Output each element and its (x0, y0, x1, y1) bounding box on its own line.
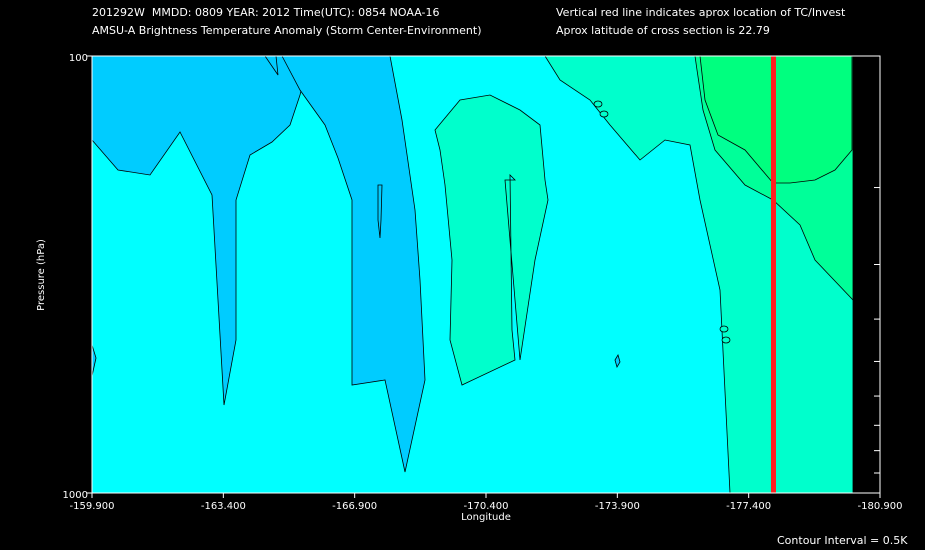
contour-band-plus05-middle (434, 94, 549, 386)
no-data-band (853, 56, 880, 493)
x-axis: -159.900 -163.400 -166.900 -170.400 -173.900… (70, 493, 903, 512)
y-tick-label-0: 100 (69, 53, 88, 64)
x-tick-label-5: -177.400 (726, 501, 771, 512)
x-tick-label-2: -166.900 (332, 501, 377, 512)
contour-interval-label: Contour Interval = 0.5K (777, 534, 908, 547)
contour-blob-a (593, 100, 603, 108)
contour-band-minus1-left (91, 55, 311, 406)
x-tick-label-4: -173.900 (595, 501, 640, 512)
header-line2-right: Aprox latitude of cross section is 22.79 (556, 24, 770, 37)
x-tick-label-0: -159.900 (70, 501, 115, 512)
contour-spike-f (614, 354, 621, 368)
storm-center-line (771, 56, 776, 493)
contour-fill (91, 55, 880, 494)
y-tick-label-1: 1000 (63, 490, 88, 501)
x-tick-label-6: -180.900 (858, 501, 903, 512)
contour-blob-c (719, 325, 729, 333)
y-axis: 100 1000 (63, 53, 880, 501)
header-line1-left: 201292W MMDD: 0809 YEAR: 2012 Time(UTC):… (92, 6, 440, 19)
contour-blob-d (721, 336, 731, 344)
x-tick-label-1: -163.400 (201, 501, 246, 512)
y-axis-label: Pressure (hPa) (36, 239, 47, 311)
contour-blob-b (599, 110, 609, 118)
header-line1-right: Vertical red line indicates aprox locati… (556, 6, 846, 19)
header-line2-left: AMSU-A Brightness Temperature Anomaly (S… (92, 24, 482, 37)
contour-spike-e (377, 184, 383, 239)
x-tick-label-3: -170.400 (464, 501, 509, 512)
x-axis-label: Longitude (461, 512, 511, 523)
